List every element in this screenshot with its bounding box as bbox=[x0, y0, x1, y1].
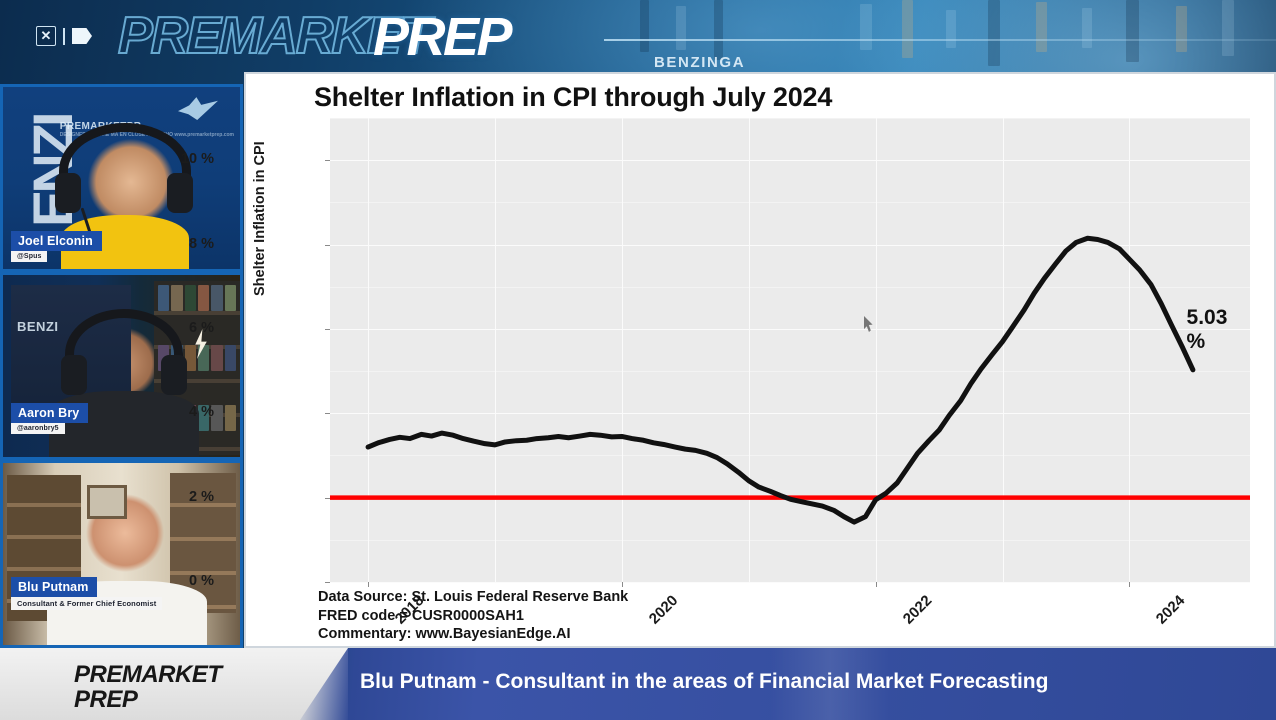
headset-earcup-left bbox=[55, 173, 81, 213]
chart-canvas bbox=[330, 235, 1250, 525]
lower-third-banner: PREMARKET PREP Blu Putnam - Consultant i… bbox=[0, 648, 1276, 720]
grid-line-horizontal bbox=[330, 118, 1250, 119]
header-divider-rule bbox=[604, 39, 1276, 41]
picture-frame bbox=[87, 485, 127, 519]
grid-line-vertical bbox=[1129, 118, 1131, 582]
participant-tile-aaron[interactable]: BENZI bbox=[0, 272, 243, 460]
participant-handle: @aaronbry5 bbox=[11, 423, 65, 434]
grid-line-horizontal bbox=[330, 202, 1250, 204]
x-axis-tick-label: 2020 bbox=[645, 592, 682, 628]
x-icon[interactable]: ✕ bbox=[36, 26, 56, 46]
participant-handle: @Spus bbox=[11, 251, 48, 262]
logo-premarket-text: PREMARKET bbox=[117, 6, 432, 66]
mouse-pointer-icon bbox=[864, 316, 873, 332]
x-axis-tick-mark bbox=[1129, 582, 1131, 587]
show-name: PREMARKET PREP bbox=[74, 661, 222, 714]
logo-prep-text: PREP bbox=[373, 7, 513, 67]
show-branding-block: PREMARKET PREP bbox=[0, 648, 348, 720]
y-axis-tick-mark bbox=[325, 497, 330, 499]
chart-source-note: Data Source: St. Louis Federal Reserve B… bbox=[318, 589, 629, 643]
x-axis-tick-label: 2024 bbox=[1153, 592, 1189, 628]
grid-line-horizontal bbox=[330, 160, 1250, 162]
participant-name: Blu Putnam bbox=[11, 577, 98, 597]
dove-logo-icon bbox=[178, 97, 218, 120]
y-axis-tick-label: 6 % bbox=[189, 319, 214, 336]
backdrop-brand-text: BENZI bbox=[17, 319, 59, 334]
x-axis-tick-mark bbox=[621, 582, 623, 587]
data-point-annotation: 5.03 % bbox=[1186, 306, 1228, 354]
chart-slide: Shelter Inflation in CPI through July 20… bbox=[181, 72, 1276, 648]
participant-tile-joel[interactable]: ENZI PREMARKETPR DESIGNED FOR THE MA EN … bbox=[0, 84, 243, 272]
y-axis-tick-mark bbox=[325, 160, 330, 162]
participant-title: Consultant & Former Chief Economist bbox=[11, 597, 163, 610]
tag-icon[interactable] bbox=[72, 28, 92, 44]
guest-description: Blu Putnam - Consultant in the areas of … bbox=[360, 670, 1049, 693]
participant-tiles: ENZI PREMARKETPR DESIGNED FOR THE MA EN … bbox=[0, 84, 243, 648]
window-controls[interactable]: ✕ bbox=[36, 26, 92, 46]
grid-line-vertical bbox=[368, 118, 370, 582]
y-axis-tick-label: 10 % bbox=[180, 151, 214, 168]
grid-line-horizontal bbox=[330, 328, 1250, 330]
grid-line-horizontal bbox=[330, 582, 1250, 583]
video-feed: BENZI bbox=[3, 275, 240, 457]
x-axis-tick-mark bbox=[368, 582, 370, 587]
network-name: BENZINGA bbox=[654, 54, 746, 71]
guest-info-block: Blu Putnam - Consultant in the areas of … bbox=[300, 648, 1276, 720]
y-axis-label: Shelter Inflation in CPI bbox=[252, 141, 268, 296]
headset-earcup-right bbox=[167, 173, 193, 213]
divider-icon bbox=[63, 27, 65, 45]
y-axis-tick-mark bbox=[325, 244, 330, 246]
x-axis-tick-mark bbox=[875, 582, 877, 587]
y-axis-tick-mark bbox=[325, 328, 330, 330]
participant-name: Joel Elconin bbox=[11, 231, 102, 251]
banner-sheen bbox=[770, 648, 890, 720]
grid-line-horizontal bbox=[330, 286, 1250, 288]
x-axis-tick-label: 2022 bbox=[899, 592, 936, 628]
y-axis-tick-label: 2 % bbox=[189, 488, 214, 505]
participant-tile-blu[interactable]: Blu Putnam Consultant & Former Chief Eco… bbox=[0, 460, 243, 648]
headset-earcup-left bbox=[61, 355, 87, 395]
y-axis-tick-label: 4 % bbox=[189, 404, 214, 421]
grid-line-vertical bbox=[875, 118, 877, 582]
grid-line-vertical bbox=[748, 118, 750, 582]
y-axis-tick-mark bbox=[325, 413, 330, 415]
plot-area: 0 % 2 % 4 % 6 % 8 % 10 % 2018 2020 2022 2024 5.03 … bbox=[181, 118, 1250, 628]
grid-line-horizontal bbox=[330, 413, 1250, 415]
grid-line-horizontal bbox=[330, 539, 1250, 541]
headset-icon bbox=[59, 123, 191, 219]
data-series-line bbox=[365, 235, 1196, 525]
y-axis-tick-label: 8 % bbox=[189, 235, 214, 252]
grid-line-horizontal bbox=[330, 371, 1250, 373]
chart-title: Shelter Inflation in CPI through July 20… bbox=[314, 82, 833, 112]
headset-earcup-right bbox=[161, 355, 187, 395]
headset-icon bbox=[65, 309, 183, 399]
person-torso bbox=[49, 391, 199, 457]
grid-line-vertical bbox=[1002, 118, 1004, 582]
y-axis-tick-label: 0 % bbox=[189, 573, 214, 589]
lightning-bolt-icon bbox=[195, 329, 207, 359]
y-axis-tick-mark bbox=[325, 582, 330, 583]
grid-line-vertical bbox=[494, 118, 496, 582]
grid-line-horizontal bbox=[330, 455, 1250, 457]
grid-line-horizontal bbox=[330, 244, 1250, 246]
grid-line-vertical bbox=[621, 118, 623, 582]
participant-name: Aaron Bry bbox=[11, 403, 89, 423]
show-logo: PREMARKET PREP bbox=[117, 2, 588, 70]
